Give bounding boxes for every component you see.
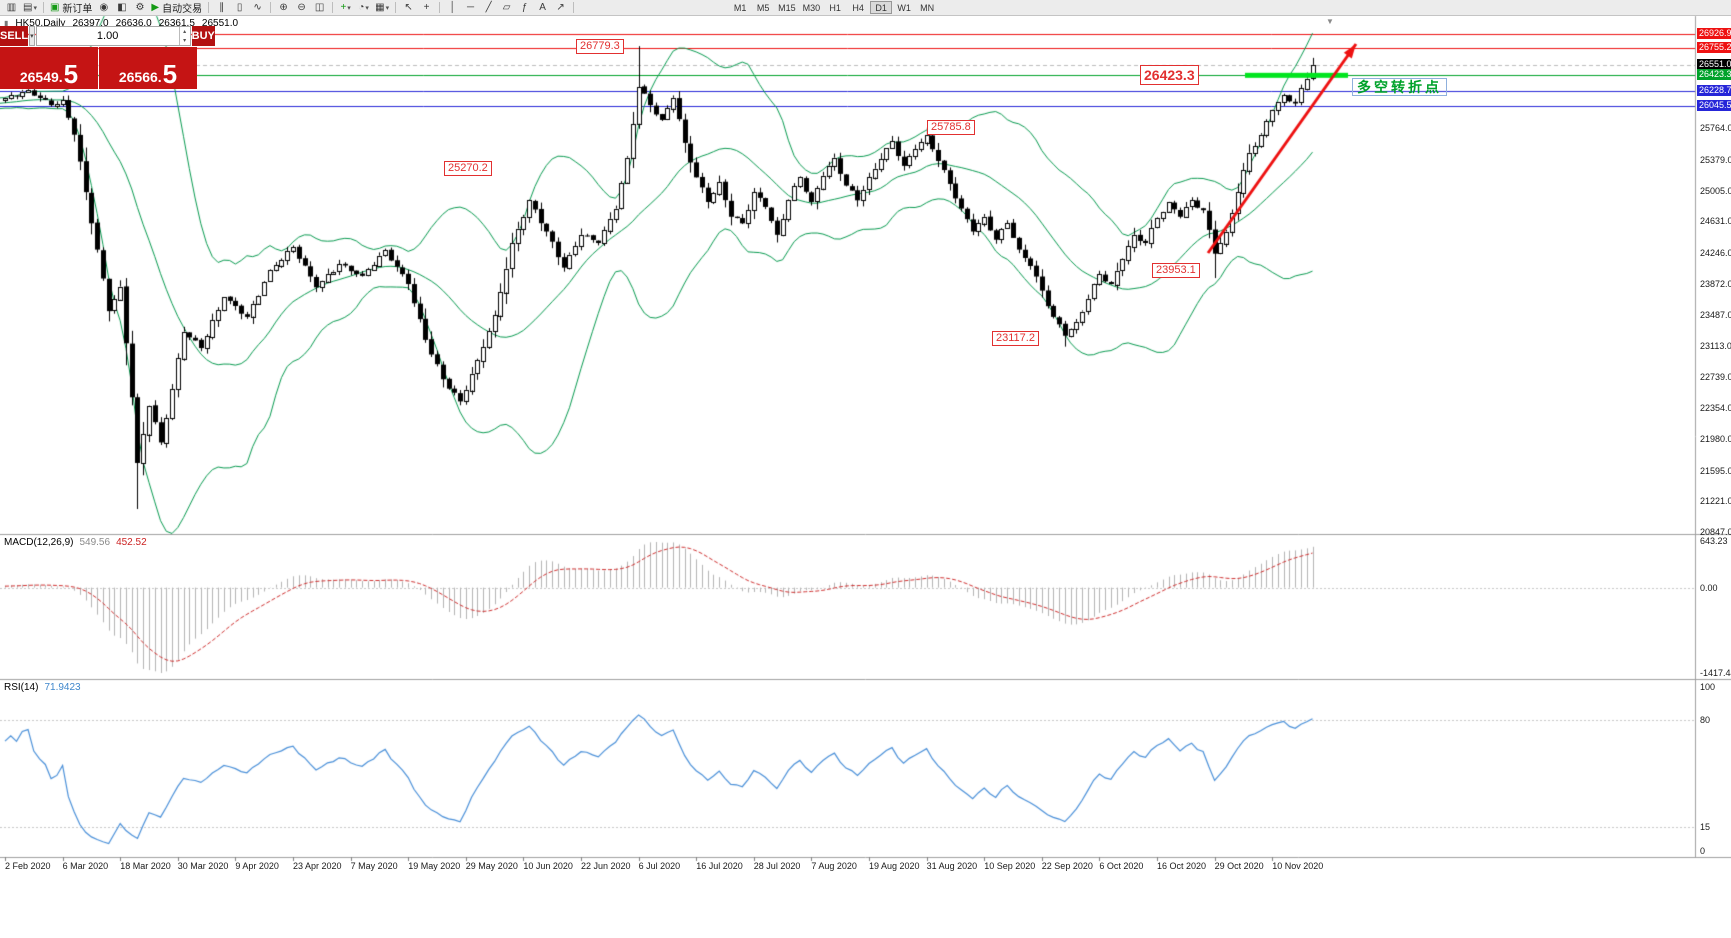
toolbar-separator [439,2,441,13]
new-chart-icon[interactable]: ▥ [6,2,17,13]
macd-indicator-label: MACD(12,26,9) 549.56 452.52 [4,537,147,548]
fibonacci-icon[interactable]: ƒ [521,2,528,13]
buy-price-pip: 5 [162,58,178,89]
rsi-value: 71.9423 [44,682,81,693]
rsi-indicator-label: RSI(14) 71.9423 [4,682,81,693]
one-click-trading-panel: SELL ▾ ▴ ▾ BUY 26549. 5 26566. 5 [0,26,215,89]
chart-low-value: 26361.5 [158,18,195,29]
toolbar: ▥ ▤ ▾ ▣ 新订单 ◉ ◧ ⚙ ▶ 自动交易 ∥ ▯ ∿ ⊕ ⊖ ◫ + ▾… [0,0,1731,16]
chart-high-value: 26636.0 [115,18,152,29]
rsi-name: RSI(14) [4,682,39,693]
channel-icon[interactable]: ▱ [502,2,511,13]
crosshair-icon[interactable]: + [423,2,430,13]
buy-price-panel[interactable]: 26566. 5 [99,47,197,89]
sell-button[interactable]: SELL [0,26,29,46]
indicators-icon[interactable]: + ▾ [337,1,354,15]
new-order-button[interactable]: ▣ 新订单 [48,1,94,15]
toolbar-separator [270,2,272,13]
volume-input[interactable] [36,27,179,45]
indicators-plus-glyph: + [340,1,347,13]
chart-close-value: 26551.0 [201,18,239,29]
chevron-down-icon: ▾ [385,4,390,12]
chevron-down-icon: ▾ [347,4,351,12]
profiles-icon[interactable]: ▤ ▾ [21,1,39,15]
spinner-up-icon[interactable]: ▴ [183,28,187,35]
sound-icon[interactable]: ◉ [99,2,109,13]
new-order-icon: ▣ [49,1,60,13]
toolbar-separator [395,2,397,13]
macd-signal-value: 452.52 [116,537,147,548]
periods-icon[interactable]: ◔ ▾ [355,1,372,15]
toolbar-separator [42,2,44,13]
toolbar-separator [573,2,575,13]
options-icon[interactable]: ⚙ [135,2,145,13]
macd-main-value: 549.56 [79,537,111,548]
cursor-icon[interactable]: ↖ [404,2,413,13]
sell-price-panel[interactable]: 26549. 5 [0,47,98,89]
candlestick-chart-icon[interactable]: ▯ [236,2,243,13]
volume-spinner[interactable]: ▴ ▾ [178,27,190,45]
price-annotation[interactable]: 26779.3 [576,39,624,54]
order-prices-row: 26549. 5 26566. 5 [0,47,197,89]
timeframe-m30[interactable]: M30 [802,2,821,13]
line-chart-icon[interactable]: ∿ [253,2,262,13]
sell-price-pip: 5 [63,58,79,89]
chevron-down-icon: ▾ [365,4,369,12]
autotrading-label: 自动交易 [162,4,203,15]
toolbar-separator [208,2,210,13]
trendline-icon[interactable]: ╱ [485,2,492,13]
timeframe-m1[interactable]: M1 [733,2,747,13]
tile-windows-icon[interactable]: ◫ [314,2,325,13]
price-annotation[interactable]: 26423.3 [1140,65,1199,85]
buy-button[interactable]: BUY [191,26,215,46]
chart-icon: ▮ [4,19,9,28]
price-annotation[interactable]: 23953.1 [1152,263,1200,278]
autotrading-button[interactable]: ▶ 自动交易 [149,1,204,15]
timeframe-m15[interactable]: M15 [778,2,796,13]
chart-symbol: HK50,Daily [15,18,66,29]
timeframe-d1[interactable]: D1 [870,1,893,14]
metaeditor-icon[interactable]: ◧ [117,2,127,13]
horizontal-line-icon[interactable]: ─ [467,2,475,13]
timeframe-h1[interactable]: H1 [829,2,841,13]
templates-icon[interactable]: ▦ ▾ [373,1,391,15]
chart-ohlc-header: ▮ HK50,Daily 26397.0 26636.0 26361.5 265… [4,18,238,29]
template-glyph: ▦ [375,1,385,13]
timeframe-w1[interactable]: W1 [897,2,911,13]
timeframe-mn[interactable]: MN [920,2,935,13]
autotrading-play-icon: ▶ [151,1,160,13]
turning-point-label[interactable]: 多空转折点 [1352,78,1447,96]
price-annotation[interactable]: 25270.2 [444,161,492,176]
chart-open-value: 26397.0 [72,18,109,29]
timeframe-h4[interactable]: H4 [852,2,864,13]
clock-glyph: ◔ [358,1,365,13]
text-tool-icon[interactable]: A [539,2,546,13]
toolbar-separator [332,2,334,13]
chevron-down-icon: ▾ [33,4,37,12]
spinner-down-icon[interactable]: ▾ [183,37,187,44]
buy-price-main: 26566. [118,69,162,85]
price-annotation[interactable]: 25785.8 [927,120,975,135]
profiles-glyph: ▤ [23,1,33,13]
sell-price-main: 26549. [19,69,63,85]
order-controls-row: SELL ▾ ▴ ▾ BUY [0,26,215,46]
timeframe-m5[interactable]: M5 [756,2,770,13]
arrow-tool-icon[interactable]: ↗ [556,2,565,13]
vertical-line-icon[interactable]: │ [449,2,456,13]
zoom-in-icon[interactable]: ⊕ [279,2,288,13]
chart-shift-marker[interactable]: ▼ [1326,17,1334,26]
new-order-label: 新订单 [62,4,93,15]
volume-field: ▴ ▾ [35,26,191,46]
bar-chart-icon[interactable]: ∥ [219,2,225,13]
price-annotation[interactable]: 23117.2 [992,331,1039,346]
macd-name: MACD(12,26,9) [4,537,74,548]
order-options-dropdown[interactable]: ▾ [29,26,35,46]
zoom-out-icon[interactable]: ⊖ [297,2,306,13]
